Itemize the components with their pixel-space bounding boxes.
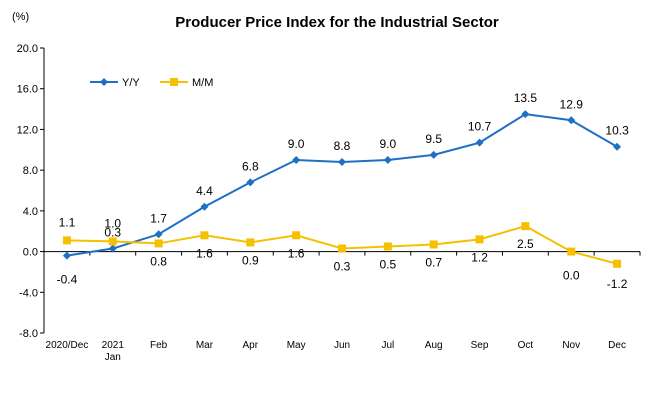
data-point-diamond: [567, 116, 576, 125]
x-tick-label: Jun: [334, 340, 350, 351]
y-unit-label: (%): [12, 11, 29, 23]
x-tick-label: Aug: [425, 340, 443, 351]
data-point-square: [383, 242, 392, 251]
data-labels: -0.4 0.3 1.7 4.4 6.8 9.0 8.8 9.0 9.5 10.7 13.5 12.9…: [57, 91, 629, 291]
data-label: 0.3: [334, 260, 351, 274]
data-point-diamond: [475, 138, 484, 147]
data-label: 9.5: [425, 132, 442, 146]
data-label: 9.0: [380, 137, 397, 151]
data-label: 0.8: [150, 254, 167, 268]
data-label: 1.2: [471, 250, 488, 264]
x-tick-label: 2021: [102, 340, 125, 351]
data-label: 10.3: [605, 124, 629, 138]
x-tick-label: Nov: [562, 340, 580, 351]
series-yoy: [62, 110, 622, 260]
data-label: 1.7: [150, 211, 167, 225]
y-tick-label: 0.0: [23, 247, 38, 259]
data-label: 8.8: [334, 139, 351, 153]
data-point-square: [567, 247, 576, 256]
data-label: 0.9: [242, 253, 259, 267]
data-label: 13.5: [514, 91, 538, 105]
x-tick-label: Feb: [150, 340, 168, 351]
data-point-square: [429, 240, 438, 249]
series-layer: [62, 110, 622, 268]
legend-item-mom: M/M: [160, 77, 213, 89]
y-tick-label: 16.0: [17, 84, 38, 96]
data-point-square: [108, 237, 117, 246]
y-tick-label: 20.0: [17, 43, 38, 55]
chart-title: Producer Price Index for the Industrial …: [175, 14, 499, 31]
x-tick-label: 2020/Dec: [46, 340, 89, 351]
data-label: 9.0: [288, 137, 305, 151]
data-label: 1.6: [196, 246, 213, 260]
series-mom: [62, 222, 622, 268]
x-tick-label: Jul: [381, 340, 394, 351]
x-tick-label: May: [287, 340, 306, 351]
data-point-square: [154, 239, 163, 248]
data-label: 1.0: [104, 216, 121, 230]
data-point-square: [338, 244, 346, 253]
data-label: 0.5: [380, 257, 397, 271]
legend: Y/Y M/M: [90, 77, 213, 89]
legend-label: M/M: [192, 77, 213, 89]
x-tick-sublabel: Jan: [105, 352, 121, 363]
data-label: -1.2: [607, 277, 628, 291]
legend-item-yoy: Y/Y: [90, 77, 140, 89]
y-tick-label: -8.0: [19, 328, 38, 340]
data-point-square: [475, 235, 484, 244]
data-label: 6.8: [242, 159, 259, 173]
y-tick-label: 12.0: [17, 124, 38, 136]
data-label: 0.0: [563, 269, 580, 283]
data-label: 10.7: [468, 120, 492, 134]
y-tick-label: 8.0: [23, 165, 38, 177]
x-tick-label: Oct: [518, 340, 534, 351]
data-point-diamond: [613, 142, 622, 151]
data-label: 2.5: [517, 237, 534, 251]
data-point-diamond: [429, 150, 438, 159]
y-tick-label: 4.0: [23, 206, 38, 218]
legend-marker: [100, 78, 108, 86]
data-label: 1.1: [59, 215, 76, 229]
data-point-square: [613, 259, 622, 268]
y-axis-ticks: 20.0 16.0 12.0 8.0 4.0 0.0 -4.0 -8.0: [17, 43, 44, 340]
legend-label: Y/Y: [122, 77, 140, 89]
data-point-square: [246, 238, 255, 247]
data-label: 0.3: [104, 226, 121, 240]
data-point-square: [62, 236, 71, 245]
data-point-diamond: [108, 244, 117, 253]
legend-marker: [170, 78, 178, 86]
data-point-diamond: [200, 202, 209, 211]
data-label: 0.7: [425, 255, 442, 269]
axes: [43, 48, 640, 333]
data-point-square: [200, 231, 209, 240]
x-tick-label: Dec: [608, 340, 626, 351]
data-label: -0.4: [57, 273, 78, 287]
data-label: 1.6: [288, 246, 305, 260]
data-point-diamond: [521, 110, 530, 119]
data-point-diamond: [246, 178, 255, 187]
data-point-diamond: [154, 230, 163, 239]
data-point-square: [521, 222, 530, 231]
data-label: 4.4: [196, 184, 213, 198]
x-tick-label: Sep: [471, 340, 489, 351]
x-tick-label: Apr: [243, 340, 259, 351]
data-point-diamond: [383, 155, 392, 164]
y-tick-label: -4.0: [19, 287, 38, 299]
data-point-diamond: [292, 155, 301, 164]
series-line: [66, 113, 618, 257]
data-point-diamond: [62, 251, 71, 260]
data-point-diamond: [338, 158, 346, 166]
data-label: 12.9: [560, 97, 584, 111]
x-tick-label: Mar: [196, 340, 214, 351]
data-point-square: [292, 231, 301, 240]
